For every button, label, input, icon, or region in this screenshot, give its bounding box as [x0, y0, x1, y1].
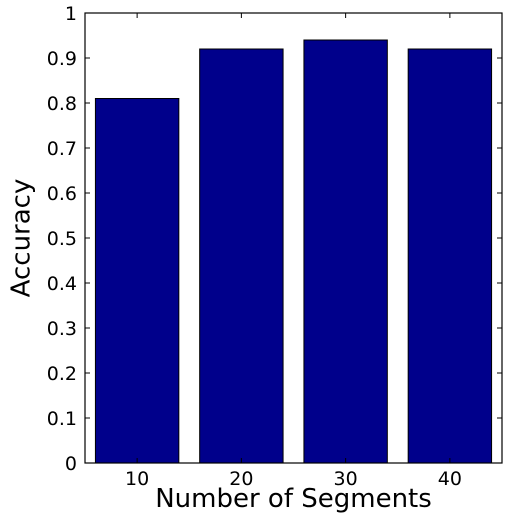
x-tick-label-40: 40 [438, 468, 462, 490]
x-tick-label-20: 20 [229, 468, 253, 490]
bar-30 [303, 39, 388, 464]
bar-20 [199, 48, 284, 464]
bar-40 [407, 48, 493, 464]
y-tick-label-0.1: 0.1 [47, 408, 77, 430]
y-tick-label-0.5: 0.5 [47, 228, 77, 250]
y-tick-label-0.9: 0.9 [47, 48, 77, 70]
bar-10 [94, 98, 180, 464]
y-tick-label-0.3: 0.3 [47, 318, 77, 340]
y-tick-label-1: 1 [65, 3, 77, 25]
y-axis-title: Accuracy [7, 179, 37, 298]
y-axis: 0 0.1 0.2 0.3 0.4 0.5 0.6 0.7 0.8 0.9 1 [47, 3, 502, 475]
y-tick-label-0.8: 0.8 [47, 93, 77, 115]
x-axis-title: Number of Segments [155, 484, 432, 514]
y-tick-label-0: 0 [65, 453, 77, 475]
bars-group [94, 39, 493, 464]
y-tick-label-0.2: 0.2 [47, 363, 77, 385]
y-tick-label-0.7: 0.7 [47, 138, 77, 160]
x-axis: 10 20 30 40 [125, 13, 462, 490]
y-tick-label-0.6: 0.6 [47, 183, 77, 205]
x-tick-label-10: 10 [125, 468, 149, 490]
y-tick-label-0.4: 0.4 [47, 273, 77, 295]
x-tick-label-30: 30 [334, 468, 358, 490]
